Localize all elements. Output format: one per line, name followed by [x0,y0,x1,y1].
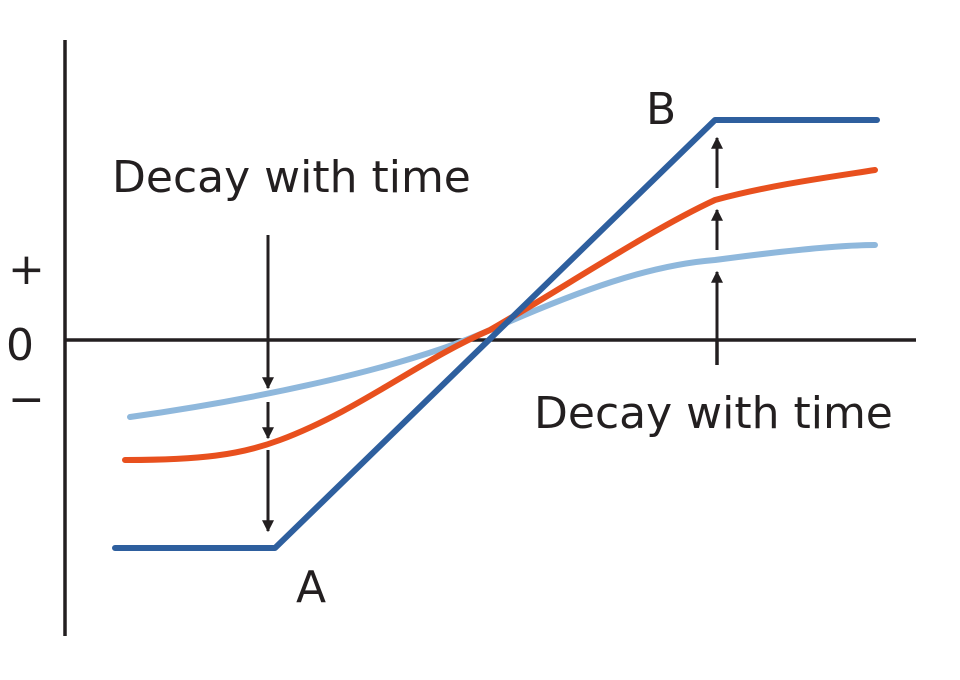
zero-label: 0 [6,320,34,371]
point-label: A [296,562,326,613]
orange-curve [122,167,878,463]
light-blue-curve [127,242,878,420]
point-label: B [646,84,676,135]
minus-label: − [8,374,45,425]
dark-blue-curve [112,117,880,551]
plus-label: + [8,244,45,295]
annotation: Decay with time [112,152,471,203]
annotation: Decay with time [534,388,893,439]
